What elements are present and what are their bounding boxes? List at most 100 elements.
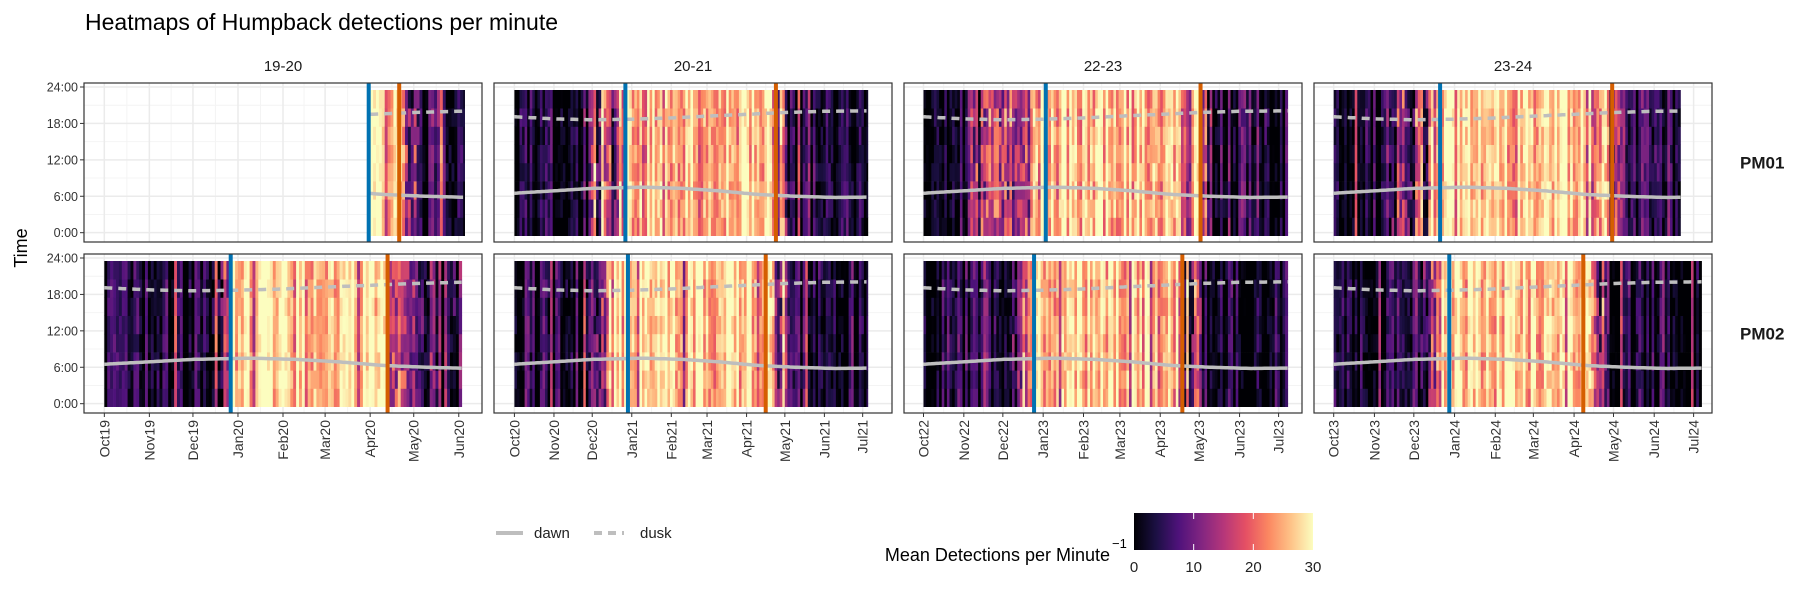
heatmap-tile [1279,90,1283,109]
heatmap-tile [429,370,433,389]
heatmap-tile [1006,144,1010,164]
heatmap-tile [820,108,824,127]
heatmap-tile [856,108,860,127]
heatmap-tile [690,162,694,182]
heatmap-tile [454,217,458,236]
heatmap-tile [759,217,763,236]
heatmap-tile [568,370,571,389]
heatmap-tile [527,370,531,389]
heatmap-tile [1354,199,1358,218]
heatmap-tile [975,144,979,164]
heatmap-tile [1105,162,1109,182]
heatmap-tile [975,162,979,182]
heatmap-tile [820,144,824,164]
heatmap-tile [299,297,303,316]
heatmap-tile [1475,162,1479,182]
heatmap-tile [812,126,816,145]
heatmap-tile [1207,126,1211,145]
heatmap-tile [980,199,984,218]
heatmap-tile [639,144,643,164]
heatmap-tile [1214,90,1218,109]
heatmap-tile [463,108,465,127]
heatmap-tile [1090,144,1093,164]
heatmap-tile [1599,217,1602,236]
heatmap-tile [246,261,250,280]
heatmap-tile [1056,199,1060,218]
heatmap-tile [405,199,409,218]
heatmap-tile [1030,108,1034,127]
heatmap-tile [557,199,561,218]
heatmap-tile [570,162,574,182]
heatmap-tile [550,217,554,236]
heatmap-tile [1622,199,1626,218]
heatmap-tile [342,370,346,389]
heatmap-tile [967,144,971,164]
heatmap-tile [1459,162,1463,182]
heatmap-tile [1662,108,1666,127]
heatmap-tile [726,162,730,182]
heatmap-tile [1388,144,1392,164]
heatmap-tile [1001,162,1005,182]
heatmap-tile [1564,126,1568,145]
heatmap-tile [1381,144,1384,164]
heatmap-tile [787,199,791,218]
heatmap-tile [238,388,242,407]
heatmap-tile [1646,162,1650,182]
heatmap-tile [1533,162,1537,182]
heatmap-tile [1465,199,1469,218]
heatmap-tile [450,388,454,407]
heatmap-tile [1022,181,1026,200]
heatmap-tile [177,261,181,280]
heatmap-tile [923,181,927,200]
heatmap-tile [397,279,402,298]
heatmap-tile [1672,144,1676,164]
heatmap-tile [1233,217,1237,236]
heatmap-tile [1001,126,1005,145]
heatmap-tile [1496,126,1500,145]
heatmap-tile [744,199,747,218]
heatmap-tile [188,388,192,407]
heatmap-tile [810,199,814,218]
heatmap-tile [1233,144,1237,164]
heatmap-tile [514,199,518,218]
heatmap-tile [606,217,610,236]
heatmap-tile [403,315,407,335]
heatmap-tile [967,90,971,109]
heatmap-tile [529,261,533,280]
heatmap-tile [1451,199,1455,218]
heatmap-tile [537,90,541,109]
heatmap-tile [1412,199,1416,218]
heatmap-tile [217,333,221,353]
heatmap-tile [703,108,707,127]
heatmap-tile [962,162,966,182]
heatmap-tile [1261,144,1265,164]
heatmap-tile [345,370,349,389]
heatmap-tile [928,181,932,200]
heatmap-tile [142,261,146,280]
heatmap-tile [1491,217,1495,236]
heatmap-tile [1517,217,1521,236]
heatmap-tile [1383,162,1387,182]
heatmap-tile [767,199,770,218]
heatmap-tile [731,144,735,164]
heatmap-tile [1209,217,1213,236]
heatmap-tile [113,261,117,280]
heatmap-tile [124,297,128,316]
heatmap-tile [797,217,801,236]
heatmap-tile [830,90,834,109]
heatmap-tile [529,144,533,164]
facet-row-label: PM02 [1740,325,1784,344]
heatmap-tile [1168,108,1171,127]
heatmap-tile [1404,199,1408,218]
heatmap-tile [1100,162,1104,182]
heatmap-tile [565,162,569,182]
heatmap-tile [1266,126,1270,145]
heatmap-tile [649,90,653,109]
heatmap-tile [1643,217,1647,236]
heatmap-tile [130,370,134,389]
heatmap-tile [738,90,742,109]
heatmap-tile [1677,181,1681,200]
heatmap-tile [182,261,187,280]
heatmap-tile [1570,162,1574,182]
heatmap-tile [550,108,554,127]
